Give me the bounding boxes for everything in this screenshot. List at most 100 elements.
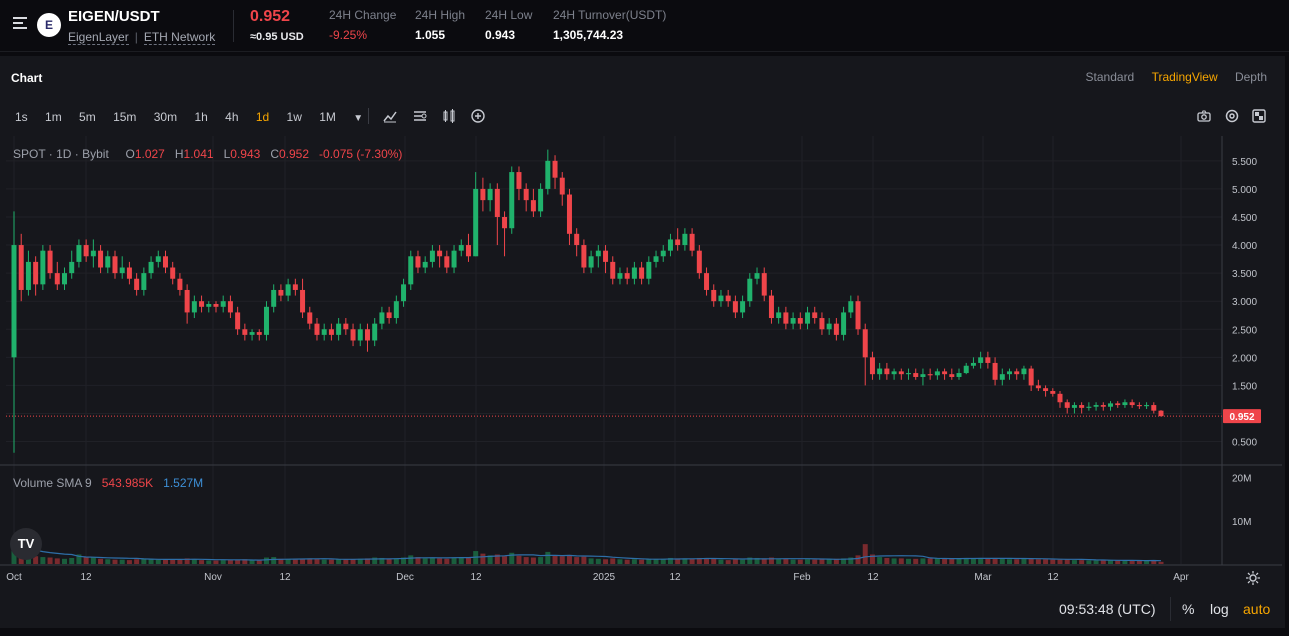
- volume-bar: [913, 558, 919, 564]
- volume-bar: [321, 559, 327, 564]
- candle-body: [263, 306, 269, 335]
- interval-15m[interactable]: 15m: [113, 110, 137, 124]
- interval-4h[interactable]: 4h: [225, 110, 239, 124]
- volume-bar: [155, 559, 161, 564]
- candle-body: [913, 373, 919, 377]
- interval-30m[interactable]: 30m: [153, 110, 178, 124]
- volume-bar: [920, 558, 926, 564]
- interval-1d[interactable]: 1d: [255, 110, 270, 124]
- volume-bar: [1086, 560, 1092, 564]
- candle-body: [718, 295, 724, 302]
- volume-bar: [956, 558, 962, 564]
- volume-bar: [494, 554, 500, 564]
- volume-bar: [401, 557, 407, 564]
- volume-bar: [314, 558, 320, 564]
- volume-bar: [869, 554, 875, 564]
- volume-bar: [148, 558, 154, 564]
- interval-dropdown-icon[interactable]: ▼: [353, 113, 364, 124]
- tradingview-logo[interactable]: TV: [10, 528, 42, 560]
- interval-1M[interactable]: 1M: [319, 110, 336, 124]
- volume-bar: [242, 559, 248, 564]
- candle-body: [141, 273, 147, 290]
- pair-title[interactable]: EIGEN/USDT: [68, 8, 160, 25]
- interval-1m[interactable]: 1m: [45, 110, 62, 124]
- volume-bar: [83, 557, 89, 564]
- candle-body: [1144, 405, 1150, 407]
- candle-body: [357, 329, 363, 341]
- candle-body: [841, 312, 847, 335]
- chart-settings-icon[interactable]: [412, 108, 428, 124]
- candle-body: [978, 357, 984, 363]
- volume-bar: [1035, 559, 1041, 564]
- candle-body: [300, 289, 306, 313]
- volume-bar: [1115, 560, 1121, 564]
- legend-source: SPOT · 1D · Bybit: [13, 147, 109, 161]
- stat-value: 1,305,744.23: [553, 28, 624, 42]
- candle-body: [934, 371, 940, 376]
- volume-bar: [653, 559, 659, 564]
- menu-icon[interactable]: [13, 17, 27, 29]
- interval-5m[interactable]: 5m: [79, 110, 96, 124]
- candle-body: [768, 295, 774, 319]
- volume-bar: [40, 557, 46, 564]
- view-standard[interactable]: Standard: [1085, 70, 1135, 84]
- axis-settings-icon[interactable]: [1245, 570, 1261, 586]
- network-link[interactable]: ETH Network: [143, 30, 216, 45]
- fullscreen-icon[interactable]: [1251, 108, 1267, 124]
- candle-body: [177, 278, 183, 290]
- legend-high-label: H: [174, 147, 184, 161]
- legend-open: 1.027: [134, 147, 165, 161]
- legend-open-label: O: [125, 147, 135, 161]
- candle-type-icon[interactable]: [441, 108, 457, 124]
- volume-bar: [718, 559, 724, 564]
- candle-body: [155, 256, 161, 262]
- candle-body: [184, 289, 190, 313]
- candle-body: [992, 362, 998, 380]
- view-depth[interactable]: Depth: [1234, 70, 1267, 84]
- auto-toggle[interactable]: auto: [1243, 601, 1271, 617]
- stat-label: 24H Turnover(USDT): [553, 8, 667, 22]
- candle-body: [386, 312, 392, 319]
- volume-bar: [963, 557, 969, 564]
- volume-bar: [170, 559, 176, 564]
- project-link[interactable]: EigenLayer: [68, 30, 129, 45]
- candle-body: [90, 250, 96, 257]
- add-indicator-icon[interactable]: [470, 108, 486, 124]
- x-tick-label: Dec: [396, 572, 414, 583]
- volume-bar: [119, 559, 125, 564]
- settings-icon[interactable]: [1224, 108, 1240, 124]
- volume-bar: [898, 558, 904, 564]
- interval-1s[interactable]: 1s: [15, 110, 28, 124]
- volume-bar: [372, 557, 378, 564]
- candle-body: [11, 245, 17, 358]
- candle-body: [610, 261, 616, 279]
- utc-clock[interactable]: 09:53:48 (UTC): [1059, 601, 1156, 617]
- volume-bar: [754, 557, 760, 564]
- volume-bar: [69, 557, 75, 564]
- camera-icon[interactable]: [1196, 108, 1212, 124]
- volume-value: 543.985K: [101, 476, 154, 490]
- volume-bar: [285, 559, 291, 564]
- candle-body: [487, 188, 493, 201]
- volume-bar: [833, 558, 839, 564]
- volume-label: Volume SMA 9: [13, 476, 92, 490]
- volume-bar: [1057, 559, 1063, 564]
- candle-body: [783, 312, 789, 324]
- volume-bar: [1129, 560, 1135, 564]
- candle-body: [545, 160, 551, 189]
- candle-body: [805, 312, 811, 324]
- legend-high: 1.041: [183, 147, 214, 161]
- view-tradingview[interactable]: TradingView: [1151, 70, 1218, 84]
- y-tick-label: 4.500: [1232, 213, 1257, 224]
- stat-24h-change: 24H Change -9.25%: [329, 8, 396, 42]
- x-tick-label: Feb: [793, 572, 811, 583]
- candle-body: [285, 284, 291, 296]
- percent-toggle[interactable]: %: [1182, 601, 1195, 617]
- y-tick-label: 2.500: [1232, 325, 1257, 336]
- log-toggle[interactable]: log: [1210, 601, 1229, 617]
- indicator-icon[interactable]: [382, 108, 398, 124]
- volume-bar: [877, 557, 883, 564]
- interval-1w[interactable]: 1w: [286, 110, 302, 124]
- candlestick-chart[interactable]: 5.500 5.000 4.500 4.000 3.500 3.000 2.500 2.000…: [0, 136, 1289, 596]
- interval-1h[interactable]: 1h: [194, 110, 208, 124]
